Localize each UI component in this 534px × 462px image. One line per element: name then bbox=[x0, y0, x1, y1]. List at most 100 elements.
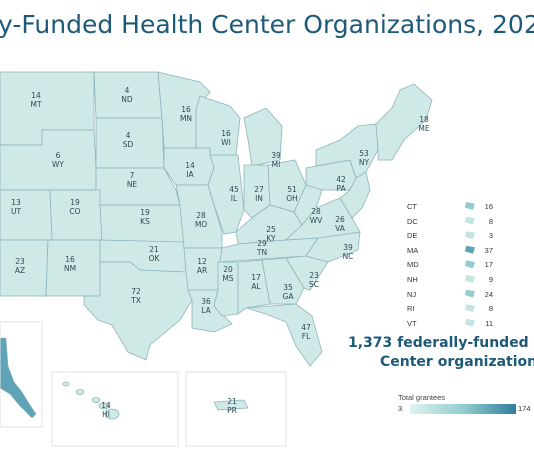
small-state-shape-icon[interactable] bbox=[465, 274, 475, 283]
state-value-hi: 14 bbox=[101, 401, 111, 410]
state-abbr-sc: SC bbox=[309, 280, 319, 289]
state-value-ny: 53 bbox=[359, 149, 369, 158]
state-ny[interactable] bbox=[315, 123, 379, 179]
state-value-ne: 7 bbox=[130, 171, 135, 180]
small-state-shape-icon[interactable] bbox=[465, 289, 475, 298]
state-value-mo: 28 bbox=[196, 211, 206, 220]
small-state-abbr: MD bbox=[407, 260, 419, 270]
state-abbr-ga: GA bbox=[283, 292, 295, 301]
small-states-list: CT 16 DC 8 DE 3 MA 37 MD 17 NH 9 NJ 24 RI 8 VT 11 bbox=[393, 200, 513, 331]
small-state-value: 16 bbox=[484, 202, 493, 211]
state-value-tn: 29 bbox=[257, 239, 267, 248]
state-nc[interactable] bbox=[305, 231, 361, 263]
state-value-fl: 47 bbox=[301, 323, 311, 332]
small-state-row: VT 11 bbox=[393, 317, 513, 332]
small-state-shape-icon[interactable] bbox=[465, 216, 475, 225]
state-abbr-fl: FL bbox=[302, 332, 311, 341]
state-abbr-mi: MI bbox=[272, 160, 281, 169]
state-value-sc: 23 bbox=[309, 271, 319, 280]
state-value-wv: 28 bbox=[311, 207, 321, 216]
map-title: y-Funded Health Center Organizations, 20… bbox=[0, 10, 534, 39]
state-value-mn: 16 bbox=[181, 105, 191, 114]
small-state-shape-icon[interactable] bbox=[465, 318, 475, 327]
state-ga[interactable] bbox=[261, 257, 305, 305]
small-state-shape-icon[interactable] bbox=[465, 260, 475, 269]
state-abbr-ks: KS bbox=[140, 217, 150, 226]
state-ak[interactable] bbox=[0, 337, 37, 419]
total-line-2: Center organization bbox=[380, 354, 534, 370]
small-state-value: 37 bbox=[484, 245, 493, 255]
small-state-shape-icon[interactable] bbox=[465, 245, 475, 254]
state-ut[interactable] bbox=[0, 189, 53, 241]
small-state-shape-icon[interactable] bbox=[465, 202, 475, 210]
state-value-il: 45 bbox=[229, 185, 239, 194]
small-state-abbr: MA bbox=[407, 245, 419, 255]
inset-pr-frame bbox=[185, 371, 287, 447]
color-legend: Total grantees 3 174 bbox=[398, 393, 534, 414]
state-il[interactable] bbox=[207, 154, 245, 235]
inset-alaska-frame bbox=[0, 321, 43, 428]
state-abbr-hi: HI bbox=[102, 410, 110, 419]
state-fl[interactable] bbox=[245, 303, 323, 367]
legend-gradient bbox=[410, 404, 516, 414]
state-abbr-il: IL bbox=[231, 194, 238, 203]
state-mi[interactable] bbox=[243, 107, 283, 167]
state-abbr-mo: MO bbox=[195, 220, 207, 229]
state-tx[interactable] bbox=[83, 261, 193, 361]
small-state-row: NH 9 bbox=[393, 273, 513, 288]
state-wi[interactable] bbox=[195, 95, 241, 156]
state-al[interactable] bbox=[237, 259, 271, 315]
small-state-abbr: VT bbox=[407, 318, 417, 328]
small-state-value: 9 bbox=[488, 274, 493, 284]
state-va[interactable] bbox=[284, 197, 361, 241]
state-abbr-co: CO bbox=[69, 207, 80, 216]
state-abbr-nd: ND bbox=[121, 95, 133, 104]
state-hi[interactable] bbox=[62, 381, 120, 420]
state-abbr-ia: IA bbox=[186, 170, 194, 179]
small-state-shape-icon[interactable] bbox=[465, 304, 475, 313]
small-state-abbr: CT bbox=[407, 202, 417, 211]
state-abbr-oh: OH bbox=[286, 194, 298, 203]
state-abbr-mn: MN bbox=[180, 114, 192, 123]
state-abbr-tx: TX bbox=[130, 296, 141, 305]
small-state-value: 8 bbox=[488, 216, 493, 226]
state-value-ms: 20 bbox=[223, 265, 233, 274]
state-sc[interactable] bbox=[285, 255, 329, 291]
state-value-ut: 13 bbox=[11, 198, 21, 207]
state-abbr-al: AL bbox=[251, 282, 261, 291]
state-value-al: 17 bbox=[251, 273, 261, 282]
small-state-row: MD 17 bbox=[393, 258, 513, 273]
state-value-ar: 12 bbox=[197, 257, 207, 266]
state-wv[interactable] bbox=[293, 184, 323, 226]
state-abbr-ut: UT bbox=[11, 207, 21, 216]
state-value-wy: 6 bbox=[56, 151, 61, 160]
state-value-nd: 4 bbox=[125, 86, 130, 95]
state-ne[interactable] bbox=[95, 167, 181, 206]
state-abbr-wv: WV bbox=[310, 216, 323, 225]
small-state-abbr: RI bbox=[407, 304, 415, 314]
small-state-value: 24 bbox=[484, 289, 493, 299]
state-value-nm: 16 bbox=[65, 255, 75, 264]
state-pr[interactable] bbox=[213, 399, 249, 411]
state-value-tx: 72 bbox=[131, 287, 141, 296]
state-nj-de-md[interactable] bbox=[339, 171, 371, 219]
state-abbr-ms: MS bbox=[222, 274, 233, 283]
small-state-shape-icon[interactable] bbox=[465, 231, 475, 240]
state-value-sd: 4 bbox=[126, 131, 131, 140]
state-pa[interactable] bbox=[305, 159, 357, 191]
state-value-mt: 14 bbox=[31, 91, 41, 100]
small-state-row: CT 16 bbox=[393, 200, 513, 215]
state-value-ky: 25 bbox=[266, 225, 276, 234]
state-abbr-me: ME bbox=[418, 124, 429, 133]
state-abbr-wy: WY bbox=[52, 160, 64, 169]
legend-max: 174 bbox=[518, 404, 531, 413]
state-abbr-az: AZ bbox=[15, 266, 25, 275]
state-abbr-pr: PR bbox=[227, 406, 237, 415]
state-value-ia: 14 bbox=[185, 161, 195, 170]
state-value-az: 23 bbox=[15, 257, 25, 266]
small-state-value: 17 bbox=[484, 260, 493, 270]
state-abbr-wi: WI bbox=[221, 138, 231, 147]
state-new-england[interactable] bbox=[375, 83, 433, 161]
state-value-nc: 39 bbox=[343, 243, 353, 252]
state-abbr-ky: KY bbox=[266, 234, 276, 243]
